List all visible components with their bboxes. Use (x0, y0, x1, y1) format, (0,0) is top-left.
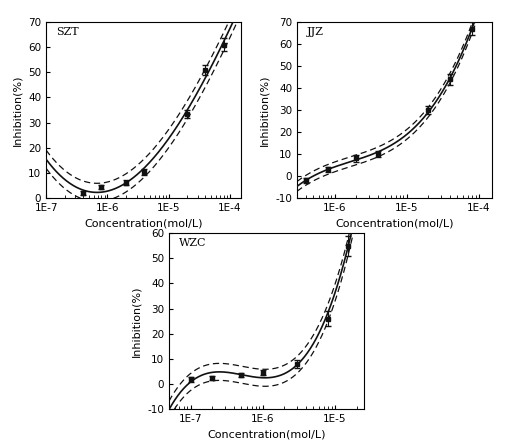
X-axis label: Concentration(mol/L): Concentration(mol/L) (335, 218, 454, 228)
Y-axis label: Inhibition(%): Inhibition(%) (12, 74, 23, 146)
X-axis label: Concentration(mol/L): Concentration(mol/L) (207, 429, 326, 440)
X-axis label: Concentration(mol/L): Concentration(mol/L) (84, 218, 203, 228)
Text: WZC: WZC (179, 238, 206, 249)
Y-axis label: Inhibition(%): Inhibition(%) (132, 286, 142, 357)
Text: SZT: SZT (56, 27, 78, 37)
Text: JJZ: JJZ (307, 27, 324, 37)
Y-axis label: Inhibition(%): Inhibition(%) (260, 74, 270, 146)
